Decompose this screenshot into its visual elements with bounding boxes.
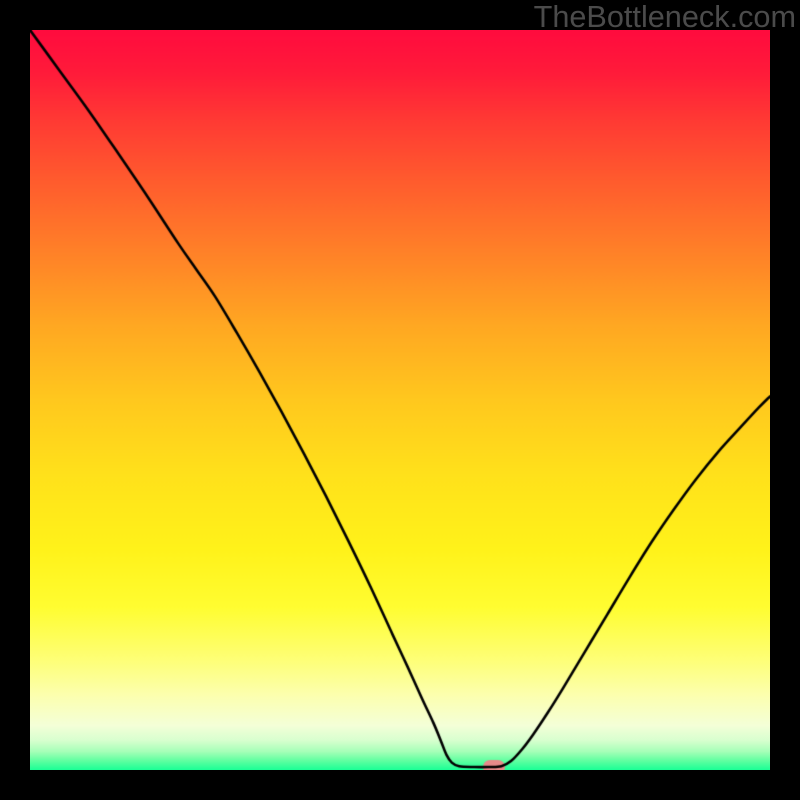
chart-plot-area xyxy=(30,30,770,770)
bottleneck-curve-canvas xyxy=(30,30,770,770)
watermark-label: TheBottleneck.com xyxy=(534,0,796,35)
chart-frame: TheBottleneck.com xyxy=(0,0,800,800)
